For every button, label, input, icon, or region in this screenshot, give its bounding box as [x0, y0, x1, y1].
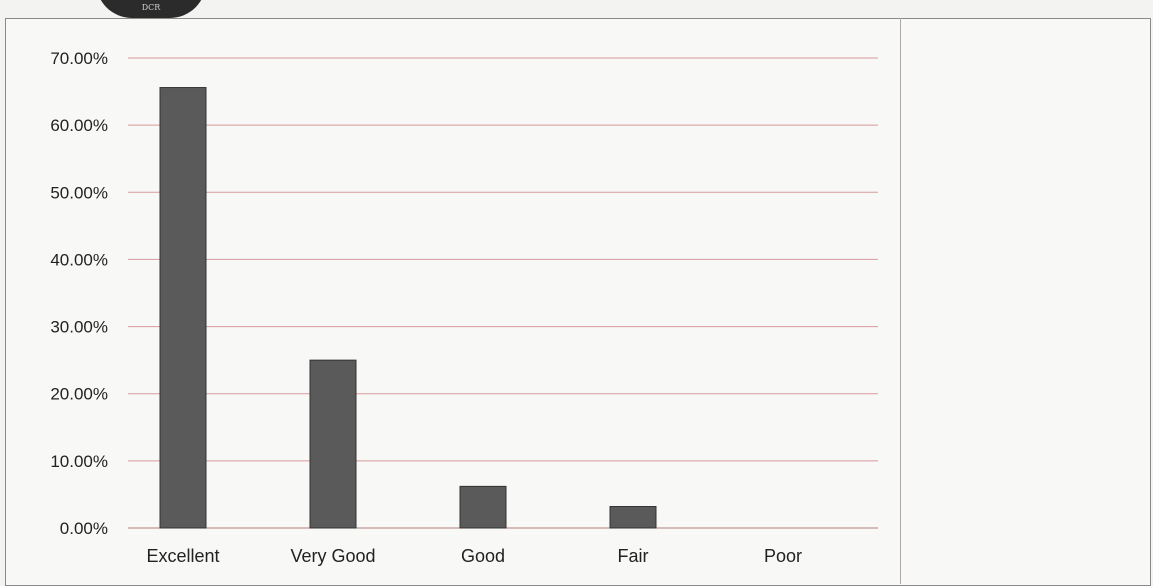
x-category-label: Fair [618, 546, 649, 566]
y-tick-label: 10.00% [50, 452, 108, 471]
bar-very-good [309, 359, 357, 529]
y-tick-label: 60.00% [50, 116, 108, 135]
y-tick-label: 40.00% [50, 250, 108, 269]
x-category-label: Poor [764, 546, 802, 566]
logo: DCR [96, 0, 206, 18]
x-axis-category-labels: Excellent Very Good Good Fair Poor [146, 546, 802, 566]
panel-divider [900, 18, 901, 584]
y-tick-label: 0.00% [60, 519, 108, 538]
bar-good [459, 485, 507, 529]
y-tick-label: 50.00% [50, 183, 108, 202]
bars [159, 87, 657, 529]
gridlines [128, 57, 878, 529]
x-category-label: Excellent [146, 546, 219, 566]
y-axis-tick-labels: 0.00% 10.00% 20.00% 30.00% 40.00% 50.00% 60.00… [50, 49, 108, 538]
bar-excellent [159, 87, 207, 529]
x-category-label: Very Good [290, 546, 375, 566]
x-category-label: Good [461, 546, 505, 566]
y-tick-label: 70.00% [50, 49, 108, 68]
y-tick-label: 30.00% [50, 318, 108, 337]
logo-text: DCR [141, 3, 161, 12]
bar-fair [609, 506, 657, 529]
y-tick-label: 20.00% [50, 385, 108, 404]
